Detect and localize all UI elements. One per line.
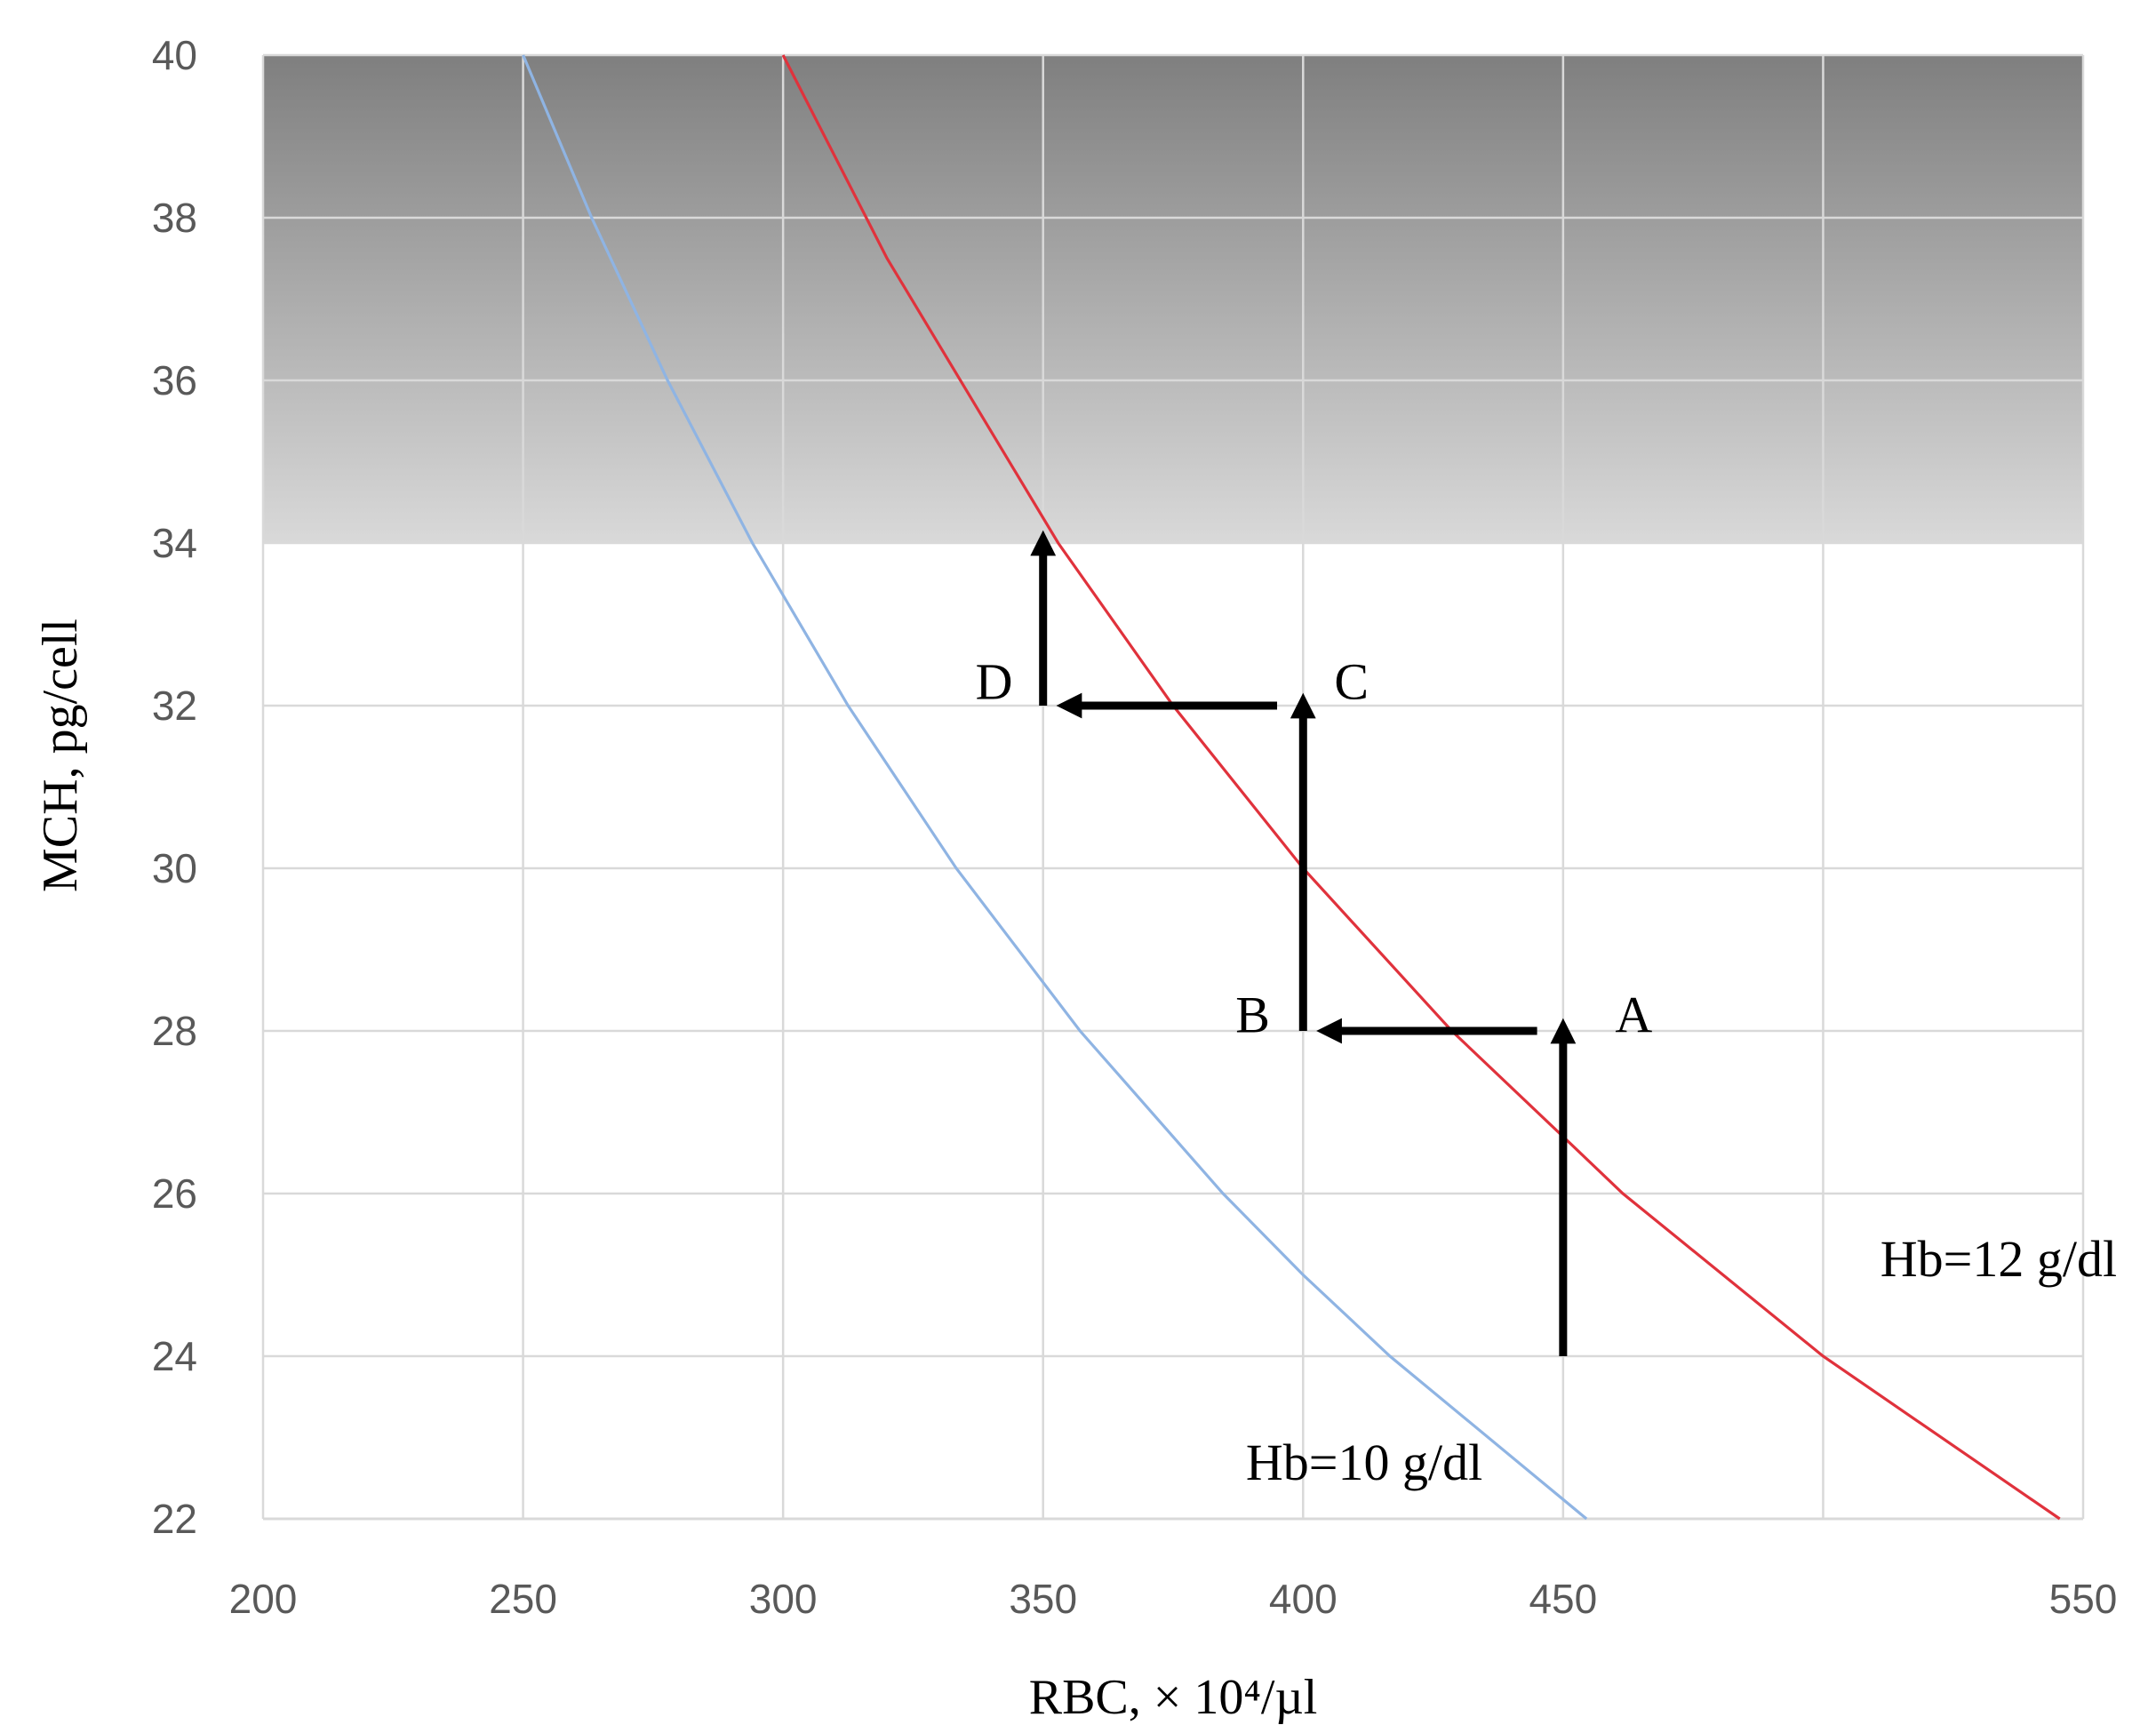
series-line-hb12	[781, 54, 2061, 1521]
x-tick-350: 350	[1009, 1576, 1077, 1622]
y-axis-title: MCH, pg/cell	[33, 619, 88, 892]
y-tick-24: 24	[152, 1333, 197, 1379]
y-tick-labels: 22 24 26 28 30 32 34 36 38 40	[152, 32, 197, 1542]
x-axis-title: RBC, × 10⁴/µl	[1029, 1670, 1318, 1725]
y-tick-32: 32	[152, 683, 197, 729]
y-tick-28: 28	[152, 1008, 197, 1054]
y-tick-36: 36	[152, 357, 197, 403]
annotation-d: D	[976, 653, 1013, 711]
x-tick-labels: 200 250 300 350 400 450 550	[229, 1576, 2118, 1622]
gridlines	[261, 53, 2085, 1521]
y-tick-38: 38	[152, 195, 197, 241]
shaded-region	[263, 55, 2083, 543]
annotation-c: C	[1334, 653, 1369, 711]
x-tick-550: 550	[2049, 1576, 2118, 1622]
annotation-hb-10-g-dl: Hb=10 g/dl	[1246, 1434, 1482, 1491]
y-tick-34: 34	[152, 520, 197, 566]
x-tick-450: 450	[1529, 1576, 1597, 1622]
y-tick-22: 22	[152, 1496, 197, 1542]
series-layer	[522, 54, 2061, 1521]
x-tick-200: 200	[229, 1576, 298, 1622]
x-tick-250: 250	[489, 1576, 557, 1622]
x-tick-400: 400	[1269, 1576, 1338, 1622]
annotation-layer: A B C D Hb=12 g/dl Hb=10 g/dl	[976, 653, 2117, 1491]
arrow-layer	[1030, 530, 1577, 1356]
y-tick-40: 40	[152, 32, 197, 78]
annotation-b: B	[1235, 986, 1270, 1044]
y-tick-26: 26	[152, 1170, 197, 1217]
x-tick-300: 300	[749, 1576, 818, 1622]
series-line-hb10	[522, 54, 1588, 1521]
annotation-a: A	[1615, 986, 1652, 1044]
y-tick-30: 30	[152, 845, 197, 891]
annotation-hb-12-g-dl: Hb=12 g/dl	[1881, 1230, 2117, 1288]
